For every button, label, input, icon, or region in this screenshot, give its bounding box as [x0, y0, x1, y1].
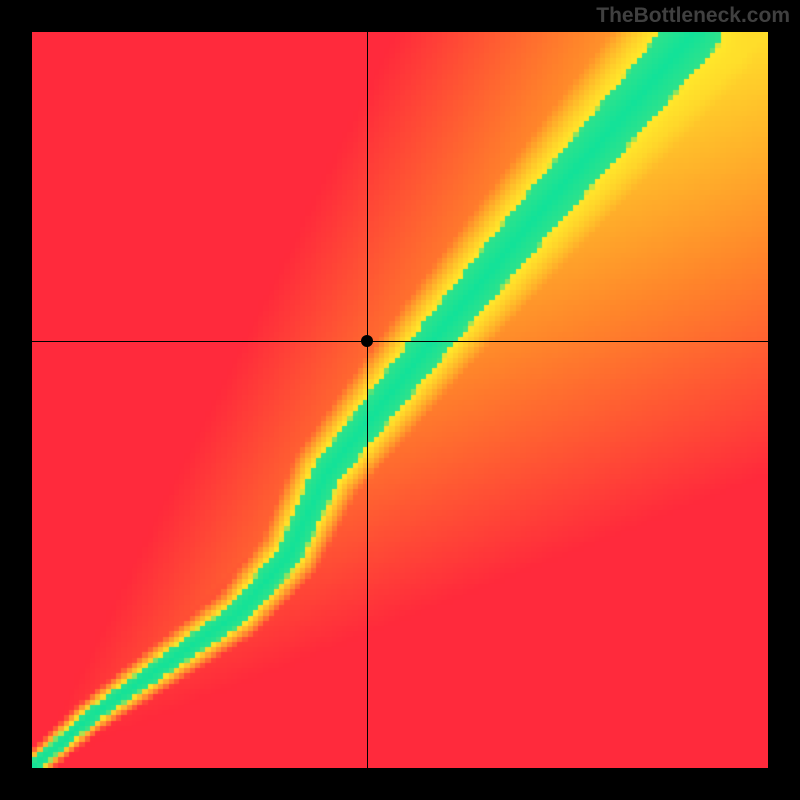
crosshair-marker [361, 335, 373, 347]
crosshair-vertical [367, 32, 368, 768]
chart-container: TheBottleneck.com [0, 0, 800, 800]
crosshair-horizontal [32, 341, 768, 342]
watermark-text: TheBottleneck.com [596, 4, 790, 28]
heatmap-canvas [32, 32, 768, 768]
